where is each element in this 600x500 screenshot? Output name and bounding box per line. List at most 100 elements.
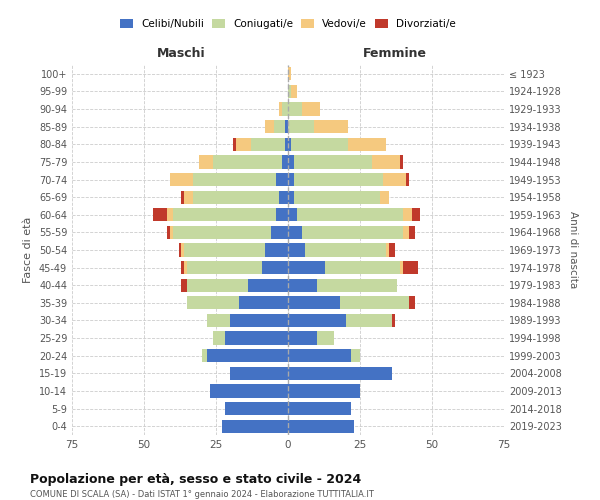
Bar [409, 226, 415, 239]
Bar [230, 366, 288, 380]
Bar [262, 261, 288, 274]
Bar [288, 208, 296, 222]
Bar [403, 226, 409, 239]
Bar [271, 226, 288, 239]
Bar [181, 261, 184, 274]
Bar [170, 226, 173, 239]
Bar [371, 156, 400, 168]
Bar [285, 120, 288, 134]
Bar [288, 173, 294, 186]
Bar [406, 173, 409, 186]
Bar [213, 332, 224, 344]
Bar [280, 102, 282, 116]
Bar [265, 244, 288, 256]
Bar [294, 156, 371, 168]
Bar [282, 102, 288, 116]
Bar [325, 261, 400, 274]
Bar [187, 278, 248, 292]
Bar [288, 244, 305, 256]
Bar [288, 190, 294, 204]
Bar [317, 332, 334, 344]
Bar [187, 296, 239, 310]
Bar [302, 102, 320, 116]
Bar [291, 85, 296, 98]
Bar [340, 296, 409, 310]
Bar [280, 190, 288, 204]
Bar [352, 349, 360, 362]
Bar [285, 138, 288, 151]
Bar [173, 226, 271, 239]
Bar [187, 261, 262, 274]
Bar [179, 244, 181, 256]
Bar [181, 190, 184, 204]
Bar [386, 244, 389, 256]
Bar [193, 190, 280, 204]
Bar [288, 366, 392, 380]
Bar [383, 173, 406, 186]
Bar [403, 261, 418, 274]
Bar [288, 384, 360, 398]
Bar [184, 261, 187, 274]
Bar [277, 173, 288, 186]
Bar [230, 314, 288, 327]
Bar [288, 332, 317, 344]
Text: Femmine: Femmine [362, 46, 427, 60]
Bar [317, 278, 397, 292]
Bar [314, 120, 349, 134]
Bar [152, 208, 167, 222]
Bar [288, 156, 294, 168]
Bar [346, 314, 392, 327]
Bar [181, 278, 187, 292]
Bar [349, 138, 386, 151]
Bar [184, 244, 265, 256]
Bar [184, 190, 193, 204]
Bar [224, 402, 288, 415]
Bar [400, 261, 403, 274]
Bar [277, 208, 288, 222]
Text: Maschi: Maschi [157, 46, 206, 60]
Bar [409, 296, 415, 310]
Bar [170, 173, 193, 186]
Bar [403, 208, 412, 222]
Bar [288, 349, 352, 362]
Bar [288, 138, 291, 151]
Bar [288, 102, 302, 116]
Legend: Celibi/Nubili, Coniugati/e, Vedovi/e, Divorziati/e: Celibi/Nubili, Coniugati/e, Vedovi/e, Di… [116, 14, 460, 34]
Bar [288, 314, 346, 327]
Bar [282, 156, 288, 168]
Bar [251, 138, 285, 151]
Bar [213, 156, 282, 168]
Bar [224, 332, 288, 344]
Bar [288, 296, 340, 310]
Bar [400, 156, 403, 168]
Bar [294, 190, 380, 204]
Bar [288, 226, 302, 239]
Bar [389, 244, 395, 256]
Bar [193, 173, 277, 186]
Bar [392, 314, 395, 327]
Bar [208, 349, 288, 362]
Bar [291, 138, 349, 151]
Bar [167, 226, 170, 239]
Bar [288, 120, 314, 134]
Bar [265, 120, 274, 134]
Bar [236, 138, 251, 151]
Bar [210, 384, 288, 398]
Text: Popolazione per età, sesso e stato civile - 2024: Popolazione per età, sesso e stato civil… [30, 472, 361, 486]
Bar [296, 208, 403, 222]
Bar [412, 208, 421, 222]
Bar [305, 244, 386, 256]
Bar [288, 67, 291, 80]
Y-axis label: Fasce di età: Fasce di età [23, 217, 33, 283]
Bar [288, 85, 291, 98]
Bar [248, 278, 288, 292]
Bar [222, 420, 288, 433]
Bar [199, 156, 213, 168]
Bar [288, 261, 325, 274]
Bar [239, 296, 288, 310]
Bar [302, 226, 403, 239]
Bar [233, 138, 236, 151]
Bar [288, 278, 317, 292]
Bar [380, 190, 389, 204]
Y-axis label: Anni di nascita: Anni di nascita [568, 212, 578, 288]
